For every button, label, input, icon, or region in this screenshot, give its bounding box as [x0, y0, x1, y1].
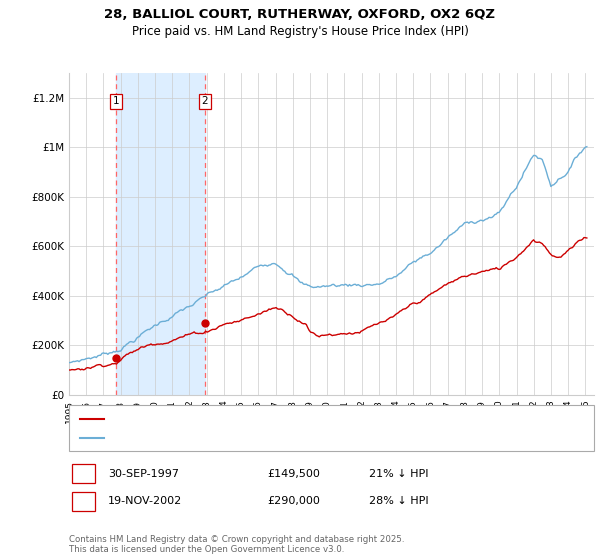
Text: £149,500: £149,500	[267, 469, 320, 479]
Text: 21% ↓ HPI: 21% ↓ HPI	[369, 469, 428, 479]
Text: 1: 1	[113, 96, 119, 106]
Text: 19-NOV-2002: 19-NOV-2002	[108, 496, 182, 506]
Text: 28% ↓ HPI: 28% ↓ HPI	[369, 496, 428, 506]
Text: 1: 1	[80, 469, 87, 479]
Text: HPI: Average price, detached house, Oxford: HPI: Average price, detached house, Oxfo…	[109, 433, 326, 444]
Text: 2: 2	[202, 96, 208, 106]
Text: 2: 2	[80, 496, 87, 506]
Text: 30-SEP-1997: 30-SEP-1997	[108, 469, 179, 479]
Bar	[116, 73, 205, 395]
Text: Contains HM Land Registry data © Crown copyright and database right 2025.
This d: Contains HM Land Registry data © Crown c…	[69, 535, 404, 554]
Text: 28, BALLIOL COURT, RUTHERWAY, OXFORD, OX2 6QZ (detached house): 28, BALLIOL COURT, RUTHERWAY, OXFORD, OX…	[109, 414, 464, 424]
Text: Price paid vs. HM Land Registry's House Price Index (HPI): Price paid vs. HM Land Registry's House …	[131, 25, 469, 38]
Text: £290,000: £290,000	[267, 496, 320, 506]
Text: 28, BALLIOL COURT, RUTHERWAY, OXFORD, OX2 6QZ: 28, BALLIOL COURT, RUTHERWAY, OXFORD, OX…	[104, 8, 496, 21]
